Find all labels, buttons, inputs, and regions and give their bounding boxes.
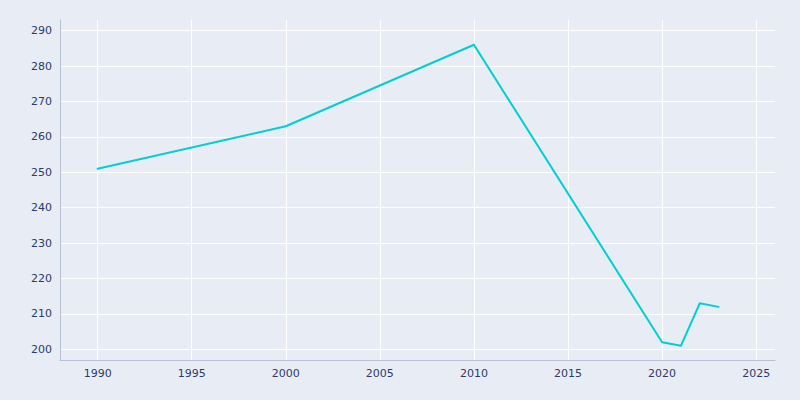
svg-text:250: 250 — [31, 166, 52, 179]
svg-text:2025: 2025 — [742, 367, 770, 380]
svg-text:210: 210 — [31, 307, 52, 320]
svg-text:1990: 1990 — [84, 367, 112, 380]
svg-text:290: 290 — [31, 24, 52, 37]
svg-text:270: 270 — [31, 95, 52, 108]
svg-text:200: 200 — [31, 343, 52, 356]
svg-text:2020: 2020 — [648, 367, 676, 380]
svg-text:2015: 2015 — [554, 367, 582, 380]
svg-text:2005: 2005 — [366, 367, 394, 380]
svg-text:260: 260 — [31, 130, 52, 143]
svg-text:1995: 1995 — [178, 367, 206, 380]
svg-text:240: 240 — [31, 201, 52, 214]
svg-text:280: 280 — [31, 60, 52, 73]
svg-text:2010: 2010 — [460, 367, 488, 380]
svg-text:230: 230 — [31, 237, 52, 250]
svg-text:2000: 2000 — [272, 367, 300, 380]
svg-text:220: 220 — [31, 272, 52, 285]
